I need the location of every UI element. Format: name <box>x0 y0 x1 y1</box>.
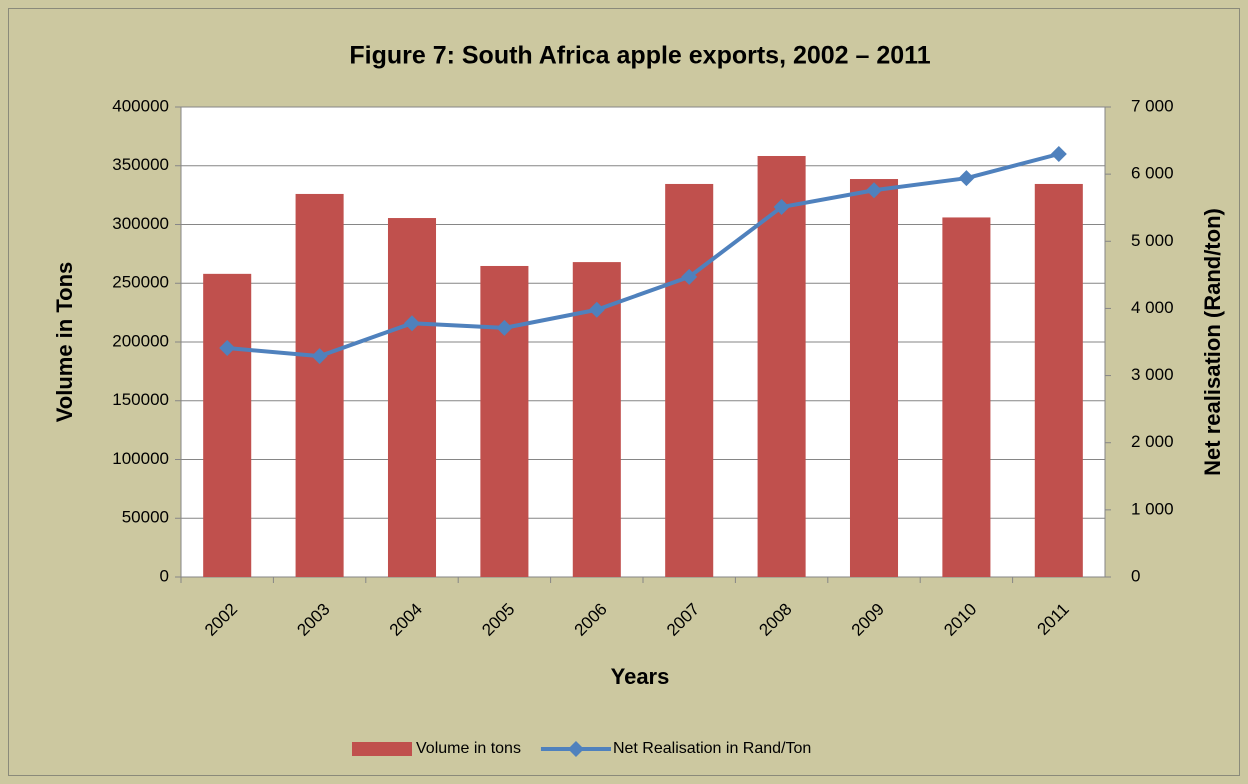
marker <box>681 268 698 285</box>
marker <box>404 315 420 332</box>
y2-tick-label: 4 000 <box>1131 298 1174 317</box>
x-axis-title: Years <box>611 664 670 689</box>
legend-swatch <box>352 742 412 756</box>
y-tick-label: 200000 <box>112 331 169 350</box>
bar <box>480 265 529 577</box>
marker <box>866 182 882 199</box>
y2-tick-label: 5 000 <box>1131 231 1174 250</box>
bar <box>757 155 806 577</box>
y2-tick-label: 3 000 <box>1131 365 1174 384</box>
marker <box>1050 146 1067 162</box>
bar <box>295 193 344 577</box>
bar <box>942 217 991 577</box>
y2-tick-label: 0 <box>1131 566 1140 585</box>
bar <box>849 179 899 577</box>
line <box>227 152 1060 359</box>
y2-tick-label: 1 000 <box>1131 499 1174 518</box>
y-tick-label: 50000 <box>122 508 169 527</box>
legend-label: Net Realisation in Rand/Ton <box>613 740 811 757</box>
y-tick-label: 300000 <box>112 214 169 233</box>
chart-title: Figure 7: South Africa apple exports, 20… <box>349 42 930 70</box>
bar <box>387 218 437 577</box>
marker <box>958 170 975 187</box>
bar <box>203 273 252 577</box>
y-tick-label: 0 <box>160 566 169 585</box>
frame <box>8 8 1240 776</box>
marker <box>773 199 790 216</box>
marker <box>219 340 236 357</box>
legend-label: Volume in tons <box>416 740 521 757</box>
marker <box>496 319 513 336</box>
y-tick-label: 100000 <box>112 449 169 468</box>
marker <box>311 348 328 365</box>
legend-swatch <box>567 741 584 757</box>
y2-tick-label: 2 000 <box>1131 432 1174 451</box>
bar <box>665 183 714 577</box>
y2-tick-label: 6 000 <box>1131 164 1174 183</box>
marker <box>588 301 605 318</box>
bar <box>1034 183 1083 577</box>
y2-tick-label: 7 000 <box>1131 96 1174 115</box>
y-axis-title: Volume in Tons <box>52 262 77 423</box>
y-tick-label: 150000 <box>112 390 169 409</box>
y-tick-label: 250000 <box>112 273 169 292</box>
y2-axis-title: Net realisation (Rand/ton) <box>1200 208 1225 476</box>
y-tick-label: 400000 <box>112 96 169 115</box>
y-tick-label: 350000 <box>112 155 169 174</box>
